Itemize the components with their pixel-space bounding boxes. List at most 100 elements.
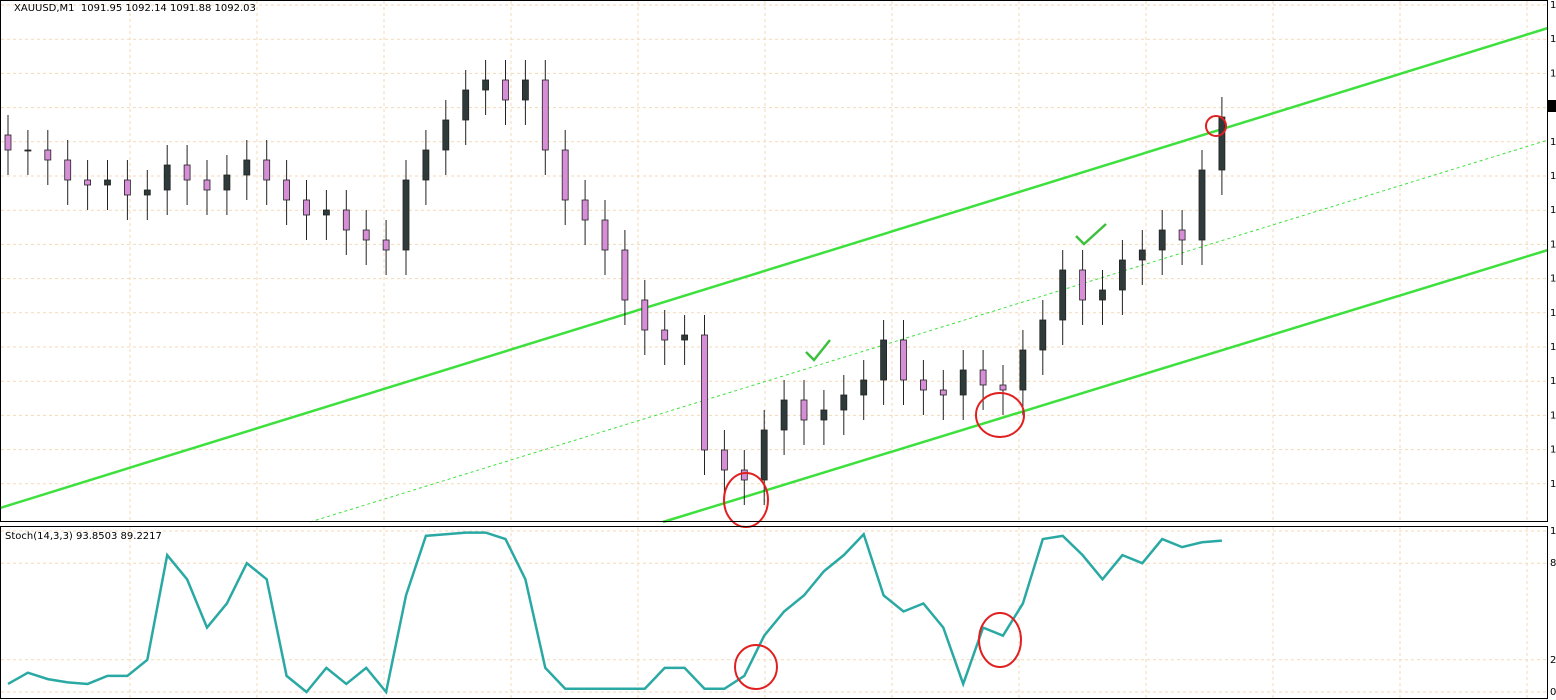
- candle-body: [860, 379, 868, 396]
- candle-body: [342, 209, 350, 231]
- candle-body: [502, 79, 509, 101]
- candle-body: [800, 399, 808, 421]
- y-tick-label: 1: [1550, 0, 1556, 11]
- candle-body: [322, 209, 330, 216]
- candle-body: [900, 339, 907, 381]
- candle-body: [641, 299, 649, 331]
- candle-body: [24, 149, 32, 152]
- stoch-line: [7, 531, 1223, 695]
- candle-body: [601, 219, 609, 251]
- circle: [734, 644, 778, 690]
- candle-body: [183, 164, 191, 181]
- y-tick-label: 20: [1550, 655, 1556, 666]
- candles: [4, 60, 1226, 505]
- candle-body: [959, 369, 967, 396]
- candle-body: [880, 339, 887, 381]
- candle-body: [402, 179, 410, 251]
- candle-body: [1198, 169, 1206, 241]
- candle-body: [760, 429, 768, 481]
- candle-body: [939, 389, 947, 396]
- sub-title: Stoch(14,3,3) 93.8503 89.2217: [5, 531, 162, 542]
- candle-body: [581, 199, 589, 221]
- candle-body: [104, 179, 111, 186]
- candle-body: [482, 79, 490, 91]
- candle-body: [661, 329, 669, 341]
- candle-body: [820, 409, 828, 421]
- y-tick-label: 1: [1550, 137, 1556, 148]
- y-tick-label: 1: [1550, 68, 1556, 79]
- candle-body: [1079, 269, 1086, 301]
- candle-body: [1158, 229, 1166, 251]
- candle-body: [243, 159, 251, 176]
- candle-body: [64, 159, 72, 181]
- candle-body: [681, 334, 688, 341]
- candle-body: [541, 79, 549, 151]
- checkmarks: [805, 223, 1107, 362]
- candle-body: [462, 89, 470, 121]
- circle: [978, 612, 1022, 668]
- channel-upper: [0, 26, 1549, 510]
- candle-body: [920, 379, 927, 391]
- candle-body: [999, 384, 1007, 391]
- circle: [1205, 115, 1227, 137]
- candle-body: [621, 249, 629, 301]
- y-tick-label: 1: [1550, 239, 1556, 250]
- candle-body: [382, 239, 390, 251]
- main-frame: [0, 0, 1548, 522]
- candle-body: [163, 164, 171, 191]
- candle-body: [223, 174, 231, 191]
- main-title: XAUUSD,M1 1091.95 1092.14 1091.88 1092.0…: [14, 3, 256, 14]
- candle-body: [303, 199, 310, 216]
- candle-body: [4, 134, 12, 151]
- candle-body: [283, 179, 291, 201]
- candle-body: [1059, 269, 1067, 321]
- candle-body: [979, 369, 987, 386]
- checkmark: [1075, 223, 1107, 246]
- candle-body: [1019, 349, 1027, 391]
- candle-body: [263, 159, 271, 181]
- y-tick-label: 1: [1550, 34, 1556, 45]
- y-tick-label: 1: [1550, 479, 1556, 490]
- candle-body: [44, 149, 52, 161]
- checkmark: [805, 339, 831, 362]
- candle-body: [840, 394, 848, 411]
- candle-body: [1218, 116, 1226, 171]
- candle-body: [362, 229, 370, 241]
- y-tick-label: 1: [1550, 342, 1556, 353]
- candle-body: [442, 119, 450, 151]
- candle-body: [84, 179, 91, 186]
- candle-body: [701, 334, 708, 451]
- y-tick-label: 1: [1550, 526, 1556, 537]
- y-tick-label: 1: [1550, 410, 1556, 421]
- candle-body: [780, 399, 788, 431]
- candle-body: [203, 179, 211, 191]
- candle-body: [1039, 319, 1047, 351]
- stochastic: [7, 531, 1223, 695]
- candle-body: [522, 79, 529, 101]
- candle-body: [740, 469, 748, 481]
- price-marker: [1548, 100, 1556, 112]
- y-tick-label: 1: [1550, 376, 1556, 387]
- sub-frame: [0, 526, 1548, 699]
- circle: [975, 392, 1025, 438]
- candle-body: [561, 149, 569, 201]
- y-tick-label: 1: [1550, 308, 1556, 319]
- candle-body: [1099, 289, 1106, 301]
- candle-body: [1119, 259, 1126, 291]
- candle-body: [422, 149, 430, 181]
- channel-lower: [662, 248, 1549, 524]
- y-tick-label: 1: [1550, 205, 1556, 216]
- candle-body: [1178, 229, 1186, 241]
- y-tick-label: 1: [1550, 171, 1556, 182]
- candle-body: [124, 179, 131, 196]
- y-tick-label: 1: [1550, 445, 1556, 456]
- candle-body: [1138, 249, 1146, 261]
- candle-body: [721, 449, 728, 471]
- y-tick-label: 80: [1550, 558, 1556, 569]
- y-tick-label: 1: [1550, 274, 1556, 285]
- y-tick-label: 0: [1550, 687, 1556, 698]
